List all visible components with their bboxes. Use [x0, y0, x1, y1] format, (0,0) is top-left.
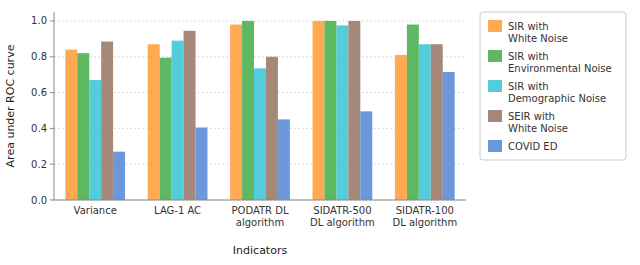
- bar: [360, 111, 372, 200]
- bar: [230, 25, 242, 200]
- legend: SIR withWhite Noise SIR withEnvironmental…: [480, 12, 626, 160]
- chart: 0.0 0.2 0.4 0.6 0.8 1.0 Variance LAG-1 AC PODATR…: [0, 0, 640, 265]
- legend-swatch: [488, 140, 502, 152]
- bar: [196, 127, 208, 200]
- y-tick: [50, 56, 54, 57]
- legend-swatch: [488, 20, 502, 32]
- bar: [65, 50, 77, 200]
- bar: [242, 21, 254, 200]
- bar: [266, 57, 278, 200]
- bar: [407, 25, 419, 200]
- bar: [89, 80, 101, 200]
- y-tick-label: 1.0: [31, 15, 47, 26]
- bar: [419, 44, 431, 200]
- y-tick: [50, 128, 54, 129]
- legend-label: SIR withEnvironmental Noise: [508, 51, 612, 74]
- x-tick-label: SIDATR-500DL algorithm: [310, 205, 375, 228]
- y-tick: [50, 200, 54, 201]
- y-tick-label: 0.8: [31, 51, 47, 62]
- bar: [348, 21, 360, 200]
- bar: [336, 25, 348, 200]
- y-tick-label: 0.2: [31, 159, 47, 170]
- y-tick: [50, 92, 54, 93]
- y-tick-label: 0.4: [31, 123, 47, 134]
- legend-label: COVID ED: [508, 141, 558, 152]
- grid-line: [54, 20, 466, 21]
- bar: [172, 41, 184, 200]
- x-tick-label: Variance: [74, 205, 117, 216]
- x-tick-label: SIDATR-100DL algorithm: [392, 205, 457, 228]
- y-axis: [54, 12, 55, 200]
- x-axis: [54, 200, 466, 201]
- legend-label: SEIR withWhite Noise: [508, 111, 568, 134]
- legend-swatch: [488, 110, 502, 122]
- bar: [77, 53, 89, 200]
- bar: [148, 44, 160, 200]
- legend-label: SIR withWhite Noise: [508, 21, 568, 44]
- y-tick-label: 0.6: [31, 87, 47, 98]
- bar: [160, 58, 172, 200]
- bar: [443, 72, 455, 200]
- bar: [431, 44, 443, 200]
- bar: [313, 21, 325, 200]
- bar: [254, 68, 266, 200]
- legend-box: [480, 12, 626, 160]
- y-tick: [50, 20, 54, 21]
- x-tick-label: PODATR DLalgorithm: [232, 205, 289, 228]
- bar: [101, 42, 113, 200]
- legend-swatch: [488, 80, 502, 92]
- y-axis-label: Area under ROC curve: [4, 44, 17, 167]
- bar: [184, 31, 196, 200]
- legend-label: SIR withDemographic Noise: [508, 81, 606, 104]
- x-tick-label: LAG-1 AC: [154, 205, 201, 216]
- y-tick-label: 0.0: [31, 195, 47, 206]
- legend-swatch: [488, 50, 502, 62]
- bar: [324, 21, 336, 200]
- bar: [113, 152, 125, 200]
- y-tick: [50, 164, 54, 165]
- grid-line: [54, 200, 466, 201]
- bar: [278, 119, 290, 200]
- x-axis-label: Indicators: [233, 244, 288, 257]
- bar: [395, 55, 407, 200]
